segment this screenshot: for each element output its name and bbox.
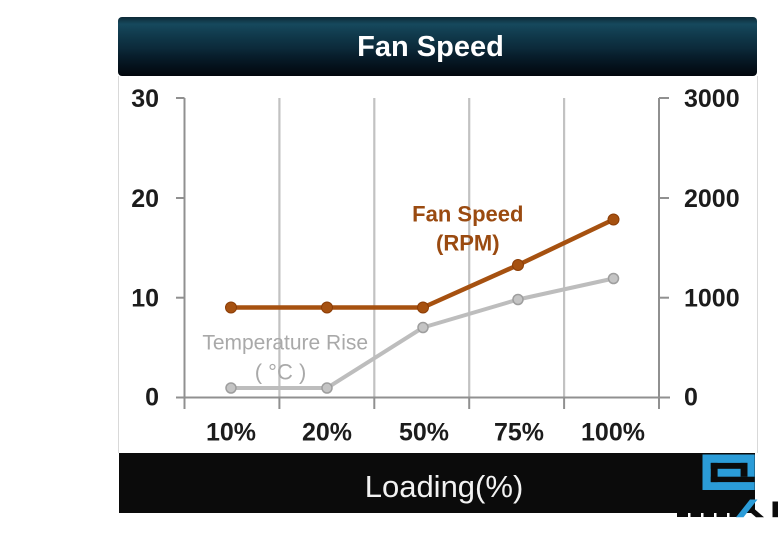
- svg-text:20%: 20%: [302, 418, 352, 446]
- svg-text:10%: 10%: [206, 418, 256, 446]
- svg-text:0: 0: [145, 383, 159, 411]
- svg-text:1000: 1000: [684, 285, 740, 313]
- svg-text:( °C ): ( °C ): [255, 360, 307, 385]
- svg-text:2000: 2000: [684, 185, 740, 213]
- svg-text:30: 30: [131, 85, 159, 113]
- svg-text:20: 20: [131, 185, 159, 213]
- svg-text:100%: 100%: [581, 418, 645, 446]
- svg-text:(RPM): (RPM): [436, 231, 500, 256]
- svg-text:3000: 3000: [684, 85, 740, 113]
- svg-text:10: 10: [131, 285, 159, 313]
- svg-text:50%: 50%: [399, 418, 449, 446]
- svg-text:0: 0: [684, 383, 698, 411]
- svg-text:75%: 75%: [494, 418, 544, 446]
- svg-text:Fan Speed: Fan Speed: [412, 202, 523, 227]
- svg-text:Temperature Rise: Temperature Rise: [202, 332, 368, 355]
